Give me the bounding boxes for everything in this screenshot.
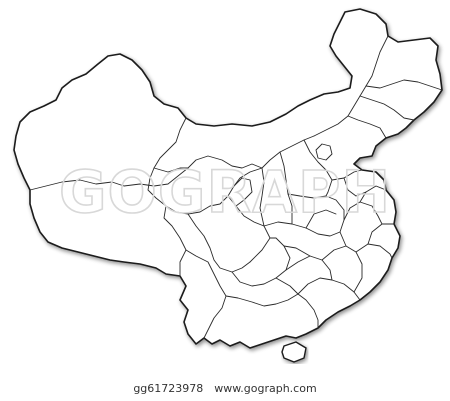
country-outline xyxy=(13,8,443,349)
border-guangxi xyxy=(225,293,319,329)
border-gansu-mongolia xyxy=(187,135,315,169)
border-shanxi xyxy=(279,151,293,225)
image-footer: gg61723978 www.gograph.com xyxy=(0,382,450,395)
border-liaoning xyxy=(347,115,387,139)
border-fujian xyxy=(355,243,393,259)
site-url: www.gograph.com xyxy=(214,382,317,395)
border-sichuan-chongqing xyxy=(227,195,271,263)
border-beijing xyxy=(315,143,333,161)
border-inner-mongolia xyxy=(313,35,389,137)
border-qinghai-gansu xyxy=(147,167,263,215)
border-shandong xyxy=(331,169,367,197)
border-sichuan-west xyxy=(187,213,251,273)
border-shaanxi xyxy=(259,167,265,227)
border-zhejiang xyxy=(367,223,395,245)
border-xinjiang-south xyxy=(29,167,189,191)
hainan-island xyxy=(281,341,307,363)
border-guizhou xyxy=(231,237,291,287)
watermark: GOGRAPH xyxy=(59,158,391,226)
border-hebei xyxy=(303,139,333,197)
image-id: gg61723978 xyxy=(133,382,204,395)
border-tibet-east xyxy=(163,205,187,277)
border-hubei xyxy=(263,221,347,247)
border-xinjiang-east xyxy=(153,117,189,173)
border-hunan xyxy=(275,255,333,295)
province-borders xyxy=(29,35,443,339)
border-jilin xyxy=(359,95,415,121)
border-jiangsu xyxy=(359,185,387,203)
border-heilongjiang xyxy=(365,79,443,91)
border-ningxia xyxy=(233,177,253,207)
border-yunnan xyxy=(185,249,227,339)
border-hubei-south xyxy=(283,245,311,257)
